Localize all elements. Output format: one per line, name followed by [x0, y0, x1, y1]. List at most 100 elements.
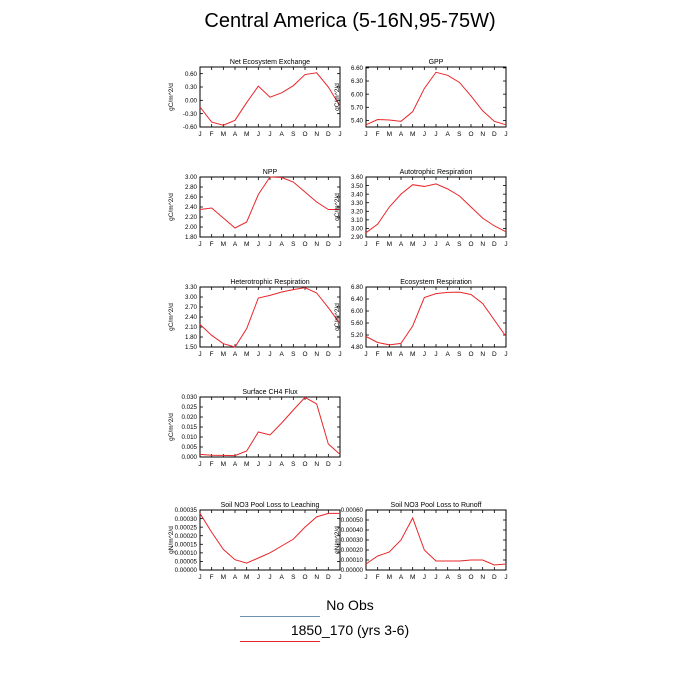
panel-9-title: Soil NO3 Pool Loss to Runoff — [391, 502, 482, 509]
panel-3-ytick-label: 1.80 — [185, 234, 198, 241]
panel-2-xtick-label: J — [434, 131, 437, 138]
panel-5-xtick-label: J — [268, 351, 271, 358]
panel-7-xtick-label: F — [210, 461, 214, 468]
panel-7-xtick-label: J — [268, 461, 271, 468]
panel-7-ytick-label: 0.025 — [182, 404, 198, 411]
figure-title: Central America (5-16N,95-75W) — [204, 10, 496, 32]
panel-6-ytick-label: 6.80 — [351, 284, 364, 291]
panel-1-ytick-label: 0.00 — [185, 98, 198, 105]
panel-7-ytick-label: 0.010 — [182, 434, 198, 441]
panel-3-xtick-label: M — [244, 241, 249, 248]
panel-8-ytick-label: 0.00030 — [175, 516, 198, 523]
panel-1-xtick-label: N — [314, 131, 319, 138]
panel-8-ytick-label: 0.00025 — [175, 524, 198, 531]
panel-4-xtick-label: J — [423, 241, 426, 248]
panel-9-ytick-label: 0.00010 — [341, 557, 364, 564]
panel-6-ytick-label: 4.80 — [351, 344, 364, 351]
panel-4-ytick-label: 3.20 — [351, 208, 364, 215]
panel-6-ytick-label: 5.60 — [351, 320, 364, 327]
panel-9-xtick-label: D — [492, 574, 497, 581]
panel-7-frame — [199, 396, 341, 458]
panel-8-xtick-label: N — [314, 574, 319, 581]
panel-7-series-line — [199, 396, 341, 457]
panel-4-xtick-label: M — [387, 241, 392, 248]
panel-3-series-line — [199, 176, 340, 229]
panel-3-xtick-label: A — [279, 241, 284, 248]
panel-2-frame — [365, 66, 507, 128]
panel-1-ytick-label: -0.30 — [183, 111, 198, 118]
panel-2-xtick-label: J — [504, 131, 507, 138]
panel-9-xtick-label: J — [504, 574, 507, 581]
panel-6-xtick-label: J — [434, 351, 437, 358]
panel-4-ytick-label: 3.50 — [351, 183, 364, 190]
panel-4-ylabel: gC/m^2/d — [334, 193, 341, 221]
panel-5-title: Heterotrophic Respiration — [230, 279, 309, 286]
panel-5-xtick-label: J — [198, 351, 201, 358]
panel-5-xtick-label: J — [257, 351, 260, 358]
panel-9-xtick-label: N — [480, 574, 485, 581]
panel-5-xtick-label: N — [314, 351, 319, 358]
panel-1-series-line — [199, 72, 341, 126]
panel-8-series-line — [199, 512, 340, 564]
panel-1-xtick-label: A — [233, 131, 238, 138]
panel-2-xtick-label: S — [457, 131, 462, 138]
panel-6-frame — [365, 286, 507, 348]
panel-2-ytick-label: 6.00 — [351, 91, 364, 98]
panel-3-xtick-label: J — [268, 241, 271, 248]
panel-3-xtick-label: J — [257, 241, 260, 248]
panel-9-xtick-label: A — [399, 574, 404, 581]
panel-6-xtick-label: M — [410, 351, 415, 358]
panel-4-xtick-label: J — [364, 241, 367, 248]
panel-7-ytick-label: 0.020 — [182, 414, 198, 421]
panel-5-xtick-label: M — [244, 351, 249, 358]
panel-4-ytick-label: 2.90 — [351, 234, 364, 241]
panel-9-xtick-label: J — [434, 574, 437, 581]
panel-8-xtick-label: S — [291, 574, 296, 581]
panel-8-ytick-label: 0.00020 — [175, 533, 198, 540]
panel-1-ytick-label: -0.60 — [183, 124, 198, 131]
panel-7-xtick-label: M — [244, 461, 249, 468]
panel-6-xtick-label: M — [387, 351, 392, 358]
panel-5-xtick-label: S — [291, 351, 296, 358]
panel-2-xtick-label: M — [387, 131, 392, 138]
panel-2-xtick-label: J — [364, 131, 367, 138]
panel-9-xtick-label: J — [423, 574, 426, 581]
panel-2-ylabel: gC/m^2/d — [334, 83, 341, 111]
panel-5-ytick-label: 2.10 — [185, 324, 198, 331]
panel-9-ylabel: gN/m^2/d — [334, 526, 341, 554]
panel-2-xtick-label: A — [399, 131, 404, 138]
panel-1-xtick-label: M — [221, 131, 226, 138]
panel-5-ylabel: gC/m^2/d — [168, 303, 175, 331]
panel-2-xtick-label: N — [480, 131, 485, 138]
panel-9-xtick-label: M — [387, 574, 392, 581]
panel-1-xtick-label: M — [244, 131, 249, 138]
legend-model-line — [240, 641, 320, 642]
panel-7-title: Surface CH4 Flux — [242, 389, 298, 396]
panel-8-xtick-label: D — [326, 574, 331, 581]
panel-3-xtick-label: D — [326, 241, 331, 248]
panel-1-title: Net Ecosystem Exchange — [230, 59, 310, 66]
panel-6-xtick-label: J — [364, 351, 367, 358]
panel-8-xtick-label: J — [268, 574, 271, 581]
panel-7-xtick-label: J — [257, 461, 260, 468]
panel-3-xtick-label: J — [198, 241, 201, 248]
panel-5-xtick-label: F — [210, 351, 214, 358]
panel-9-xtick-label: A — [445, 574, 450, 581]
panel-8-xtick-label: J — [198, 574, 201, 581]
panel-8-ytick-label: 0.00015 — [175, 541, 198, 548]
panel-4-ytick-label: 3.10 — [351, 217, 364, 224]
panel-4-xtick-label: A — [445, 241, 450, 248]
panel-1-ylabel: gC/m^2/d — [168, 83, 175, 111]
panel-5-series-line — [199, 287, 341, 348]
panel-8-xtick-label: F — [210, 574, 214, 581]
panel-9-xtick-label: O — [468, 574, 473, 581]
panel-5-ytick-label: 2.40 — [185, 314, 198, 321]
panel-6-xtick-label: J — [504, 351, 507, 358]
panel-3-xtick-label: S — [291, 241, 296, 248]
panel-7-xtick-label: M — [221, 461, 226, 468]
panel-5-ytick-label: 3.30 — [185, 284, 198, 291]
panel-2-xtick-label: A — [445, 131, 450, 138]
panel-4-xtick-label: M — [410, 241, 415, 248]
panel-4-xtick-label: O — [468, 241, 473, 248]
panel-4-xtick-label: F — [376, 241, 380, 248]
